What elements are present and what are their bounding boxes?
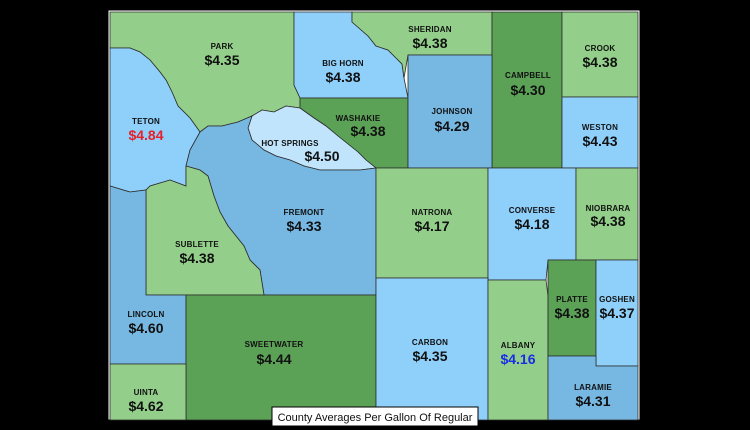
platte-name: PLATTE [556, 295, 588, 304]
uinta-name: UINTA [134, 388, 159, 397]
fremont-price: $4.33 [286, 218, 321, 234]
lincoln-price: $4.60 [128, 320, 163, 336]
niobrara-price: $4.38 [590, 213, 625, 229]
sublette-price: $4.38 [179, 250, 214, 266]
niobrara-name: NIOBRARA [586, 204, 631, 213]
campbell-name: CAMPBELL [505, 71, 551, 80]
teton-price: $4.84 [128, 127, 163, 143]
hot-springs-name: HOT SPRINGS [261, 139, 319, 148]
carbon-price: $4.35 [412, 348, 447, 364]
county-albany [487, 279, 549, 421]
park-name: PARK [211, 42, 234, 51]
campbell-price: $4.30 [510, 82, 545, 98]
johnson-price: $4.29 [434, 118, 469, 134]
platte-price: $4.38 [554, 305, 589, 321]
johnson-name: JOHNSON [432, 107, 473, 116]
natrona-price: $4.17 [414, 218, 449, 234]
albany-name: ALBANY [501, 341, 536, 350]
goshen-price: $4.37 [599, 305, 634, 321]
sheridan-price: $4.38 [412, 35, 447, 51]
carbon-name: CARBON [412, 338, 448, 347]
hot-springs-price: $4.50 [304, 148, 339, 164]
county-laramie [547, 355, 639, 421]
goshen-name: GOSHEN [599, 295, 635, 304]
caption-box [271, 406, 479, 427]
weston-name: WESTON [582, 123, 618, 132]
converse-name: CONVERSE [509, 206, 556, 215]
sweetwater-price: $4.44 [256, 351, 291, 367]
teton-name: TETON [132, 117, 160, 126]
converse-price: $4.18 [514, 216, 549, 232]
sublette-name: SUBLETTE [175, 240, 219, 249]
weston-price: $4.43 [582, 133, 617, 149]
laramie-price: $4.31 [575, 393, 610, 409]
big-horn-price: $4.38 [325, 69, 360, 85]
crook-name: CROOK [585, 44, 616, 53]
fremont-name: FREMONT [284, 208, 325, 217]
sheridan-name: SHERIDAN [408, 25, 451, 34]
washakie-name: WASHAKIE [336, 114, 381, 123]
county-uinta [109, 363, 187, 421]
park-price: $4.35 [204, 52, 239, 68]
albany-price: $4.16 [500, 351, 535, 367]
laramie-name: LARAMIE [574, 383, 612, 392]
map-caption: County Averages Per Gallon Of Regular [278, 412, 473, 424]
lincoln-name: LINCOLN [128, 310, 165, 319]
uinta-price: $4.62 [128, 398, 163, 414]
big-horn-name: BIG HORN [322, 59, 364, 68]
crook-price: $4.38 [582, 54, 617, 70]
natrona-name: NATRONA [412, 208, 453, 217]
sweetwater-name: SWEETWATER [245, 340, 304, 349]
washakie-price: $4.38 [350, 123, 385, 139]
